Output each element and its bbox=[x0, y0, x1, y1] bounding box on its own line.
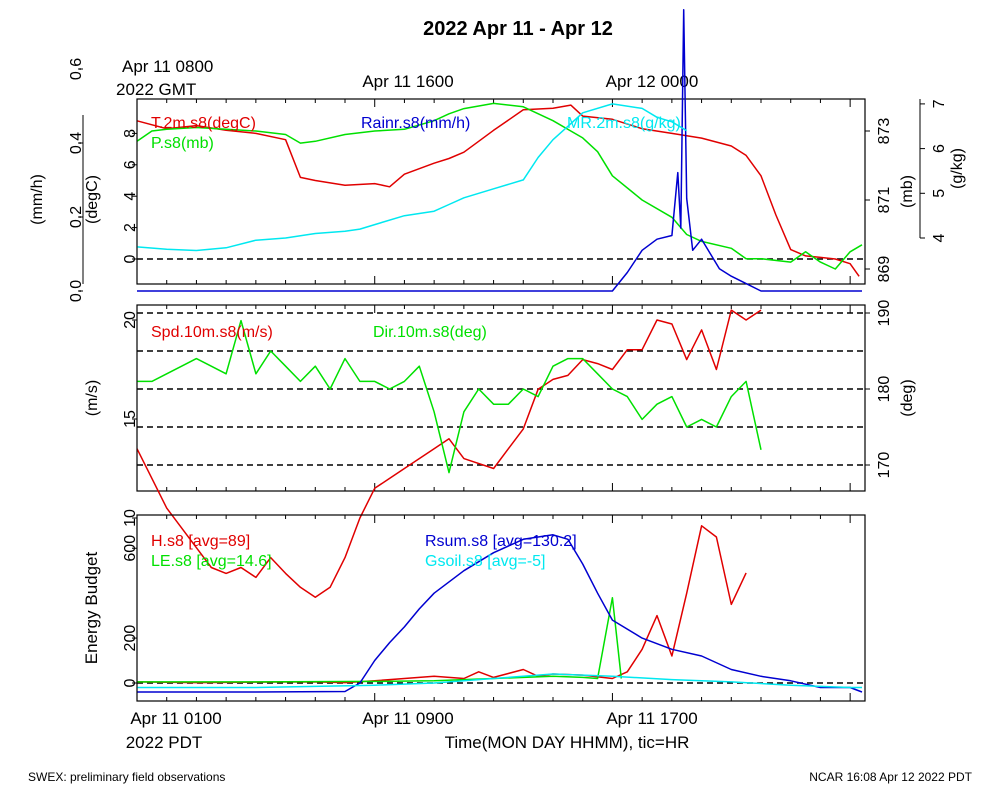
ms-axis-label: (m/s) bbox=[84, 380, 101, 416]
gkg-tick-label: 6 bbox=[931, 144, 948, 153]
legend-entry: Dir.10m.s8(deg) bbox=[373, 324, 487, 341]
gkg-tick-label: 4 bbox=[931, 233, 948, 242]
energy-axis-title: Energy Budget bbox=[82, 551, 101, 664]
degc-tick-label: 6 bbox=[122, 160, 139, 169]
legend-entry: Spd.10m.s8(m/s) bbox=[151, 324, 273, 341]
mb-tick-label: 873 bbox=[876, 118, 893, 145]
series-line-2 bbox=[137, 534, 863, 693]
mb-tick-label: 869 bbox=[876, 256, 893, 283]
series-line-1 bbox=[137, 596, 623, 683]
gkg-tick-label: 7 bbox=[931, 99, 948, 108]
deg-axis-label: (deg) bbox=[899, 379, 916, 416]
legend-entry: Rainr.s8(mm/h) bbox=[361, 115, 470, 132]
footer-right: NCAR 16:08 Apr 12 2022 PDT bbox=[809, 770, 972, 784]
gkg-axis-label: (g/kg) bbox=[949, 148, 966, 189]
legend-entry: LE.s8 [avg=14.6] bbox=[151, 553, 272, 570]
deg-tick-label: 180 bbox=[876, 376, 893, 403]
mmh-axis-label: (mm/h) bbox=[29, 174, 46, 225]
degc-tick-label: 2 bbox=[122, 223, 139, 232]
ms-tick-label: 20 bbox=[122, 311, 139, 329]
energy-tick-label: 200 bbox=[122, 625, 139, 652]
degc-tick-label: 4 bbox=[122, 192, 139, 201]
mb-axis-label: (mb) bbox=[899, 175, 916, 208]
legend-entry: MR.2m.s8(g/kg) bbox=[567, 115, 681, 132]
series-line-0 bbox=[136, 309, 762, 598]
series-line-0 bbox=[136, 104, 860, 277]
bottom-axis-label: Apr 11 0900 bbox=[362, 709, 453, 728]
top-axis-label: Apr 12 0000 bbox=[606, 72, 699, 91]
series-line-3 bbox=[136, 103, 688, 252]
top-axis-first-label-line2: 2022 GMT bbox=[116, 80, 196, 99]
ms-tick-label: 10 bbox=[122, 509, 139, 527]
legend-entry: T.2m.s8(degC) bbox=[151, 115, 256, 132]
energy-tick-label: 600 bbox=[122, 535, 139, 562]
legend-entry: Gsoil.s8 [avg=-5] bbox=[425, 553, 546, 570]
bottom-axis-first-label-line1: Apr 11 0100 bbox=[130, 709, 221, 728]
series-line-3 bbox=[137, 673, 862, 689]
top-axis-first-label-line1: Apr 11 0800 bbox=[122, 57, 213, 76]
legend-entry: P.s8(mb) bbox=[151, 135, 214, 152]
energy-tick-label: 0 bbox=[122, 678, 139, 687]
mmh-tick-label: 0.6 bbox=[68, 58, 85, 80]
degc-tick-label: 0 bbox=[122, 254, 139, 263]
legend-entry: Rsum.s8 [avg=130.2] bbox=[425, 533, 577, 550]
ms-tick-label: 15 bbox=[122, 410, 139, 428]
x-axis-title: Time(MON DAY HHMM), tic=HR bbox=[445, 733, 690, 752]
degc-axis-label: (degC) bbox=[84, 175, 101, 224]
degc-tick-label: 8 bbox=[122, 129, 139, 138]
series-line-1 bbox=[136, 102, 863, 270]
deg-tick-label: 170 bbox=[876, 452, 893, 479]
top-axis-label: Apr 11 1600 bbox=[362, 72, 453, 91]
chart-title: 2022 Apr 11 - Apr 12 bbox=[423, 18, 613, 40]
footer-left: SWEX: preliminary field observations bbox=[28, 770, 225, 784]
bottom-axis-label: Apr 11 1700 bbox=[606, 709, 697, 728]
mb-tick-label: 871 bbox=[876, 187, 893, 214]
mmh-tick-label: 0.4 bbox=[68, 132, 85, 154]
mmh-tick-label: 0.0 bbox=[68, 280, 85, 302]
legend-entry: H.s8 [avg=89] bbox=[151, 533, 250, 550]
deg-tick-label: 190 bbox=[876, 300, 893, 327]
gkg-tick-label: 5 bbox=[931, 189, 948, 198]
series-line-1 bbox=[137, 319, 762, 474]
bottom-axis-first-label-line2: 2022 PDT bbox=[126, 733, 203, 752]
mmh-tick-label: 0.2 bbox=[68, 206, 85, 228]
series-line-2 bbox=[137, 9, 862, 292]
